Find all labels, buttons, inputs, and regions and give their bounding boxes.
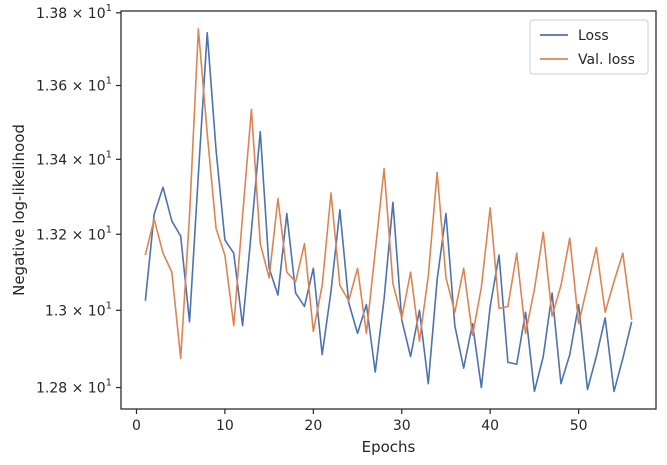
y-tick-label: 1.38 × 101 bbox=[36, 3, 112, 22]
y-tick-label: 1.3 × 101 bbox=[45, 300, 112, 319]
plot-frame bbox=[120, 10, 657, 410]
y-tick-label: 1.32 × 101 bbox=[36, 224, 112, 243]
x-tick-label: 30 bbox=[393, 418, 411, 434]
legend-label: Val. loss bbox=[578, 52, 635, 68]
x-tick-label: 20 bbox=[304, 418, 322, 434]
legend: Loss Val. loss bbox=[529, 19, 649, 75]
y-axis-ticks: 1.28 × 101 1.3 × 101 1.32 × 101 1.34 × 101 1… bbox=[36, 3, 121, 397]
x-axis-ticks: 0 10 20 30 40 50 bbox=[132, 409, 588, 434]
legend-label: Loss bbox=[578, 28, 609, 44]
x-tick-label: 10 bbox=[216, 418, 234, 434]
series-line-val-loss bbox=[144, 28, 633, 360]
y-tick-label: 1.34 × 101 bbox=[36, 149, 112, 168]
x-tick-label: 0 bbox=[132, 418, 141, 434]
y-tick-label: 1.28 × 101 bbox=[36, 378, 112, 397]
series-lines bbox=[144, 28, 633, 393]
x-tick-label: 40 bbox=[481, 418, 499, 434]
x-tick-label: 50 bbox=[570, 418, 588, 434]
legend-box bbox=[529, 19, 649, 75]
y-tick-label: 1.36 × 101 bbox=[36, 76, 112, 95]
x-axis-label: Epochs bbox=[362, 438, 416, 456]
y-axis-label: Negative log-likelihood bbox=[10, 124, 28, 296]
